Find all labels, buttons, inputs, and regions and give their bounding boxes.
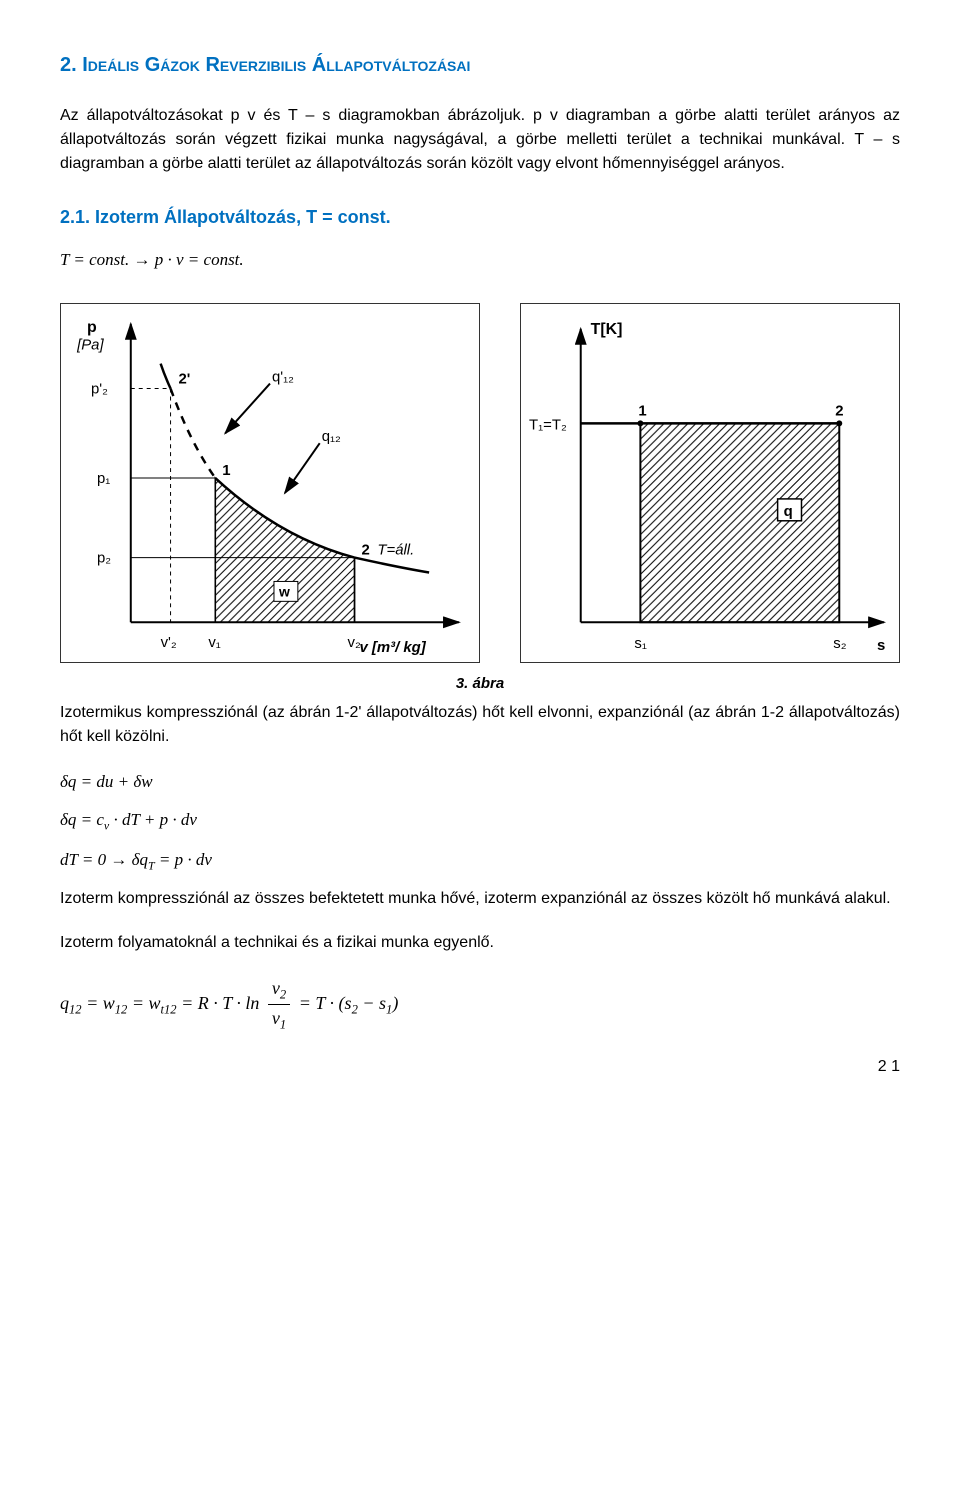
svg-text:p'₂: p'₂ [91, 381, 108, 397]
figure-caption: 3. ábra [60, 673, 900, 696]
equation-dq3: dT = 0 → δqT = p · dv [60, 847, 900, 875]
page-number: 2 1 [60, 1055, 900, 1079]
svg-text:v'₂: v'₂ [161, 635, 177, 651]
svg-text:2: 2 [835, 403, 843, 419]
equation-isotherm-condition: T = const. → p · v = const. [60, 247, 900, 273]
svg-text:1: 1 [638, 403, 646, 419]
svg-text:2: 2 [361, 542, 369, 558]
svg-text:p₁: p₁ [97, 471, 110, 487]
svg-text:q: q [784, 503, 793, 519]
svg-text:T[K]: T[K] [591, 320, 623, 337]
paragraph-work-heat: Izoterm kompressziónál az összes befekte… [60, 887, 900, 911]
svg-text:T₁=T₂: T₁=T₂ [529, 417, 567, 433]
paragraph-equal-work: Izoterm folyamatoknál a technikai és a f… [60, 931, 900, 955]
intro-paragraph: Az állapotváltozásokat p v és T – s diag… [60, 104, 900, 176]
subsection-title: 2.1. Izoterm Állapotváltozás, T = const. [60, 204, 900, 231]
pv-diagram: p [Pa] v [m³/ kg] 2' 1 2 p'₂ p₁ p₂ v'₂ v [60, 303, 480, 663]
figures-row: p [Pa] v [m³/ kg] 2' 1 2 p'₂ p₁ p₂ v'₂ v [60, 303, 900, 663]
svg-text:p: p [87, 318, 97, 335]
equation-dq1: δq = du + δw [60, 769, 900, 795]
svg-text:T=áll.: T=áll. [377, 542, 414, 558]
svg-text:1: 1 [222, 463, 230, 479]
svg-text:s₁: s₁ [634, 636, 646, 652]
ts-diagram: T[K] s T₁=T₂ 1 2 s₁ s₂ q [520, 303, 900, 663]
equation-final: q12 = w12 = wt12 = R · T · ln v2 v1 = T … [60, 975, 900, 1035]
paragraph-isotherm-desc: Izotermikus kompressziónál (az ábrán 1-2… [60, 701, 900, 749]
svg-text:q'₁₂: q'₁₂ [272, 369, 294, 385]
svg-text:q₁₂: q₁₂ [322, 429, 341, 445]
svg-text:v₁: v₁ [208, 635, 220, 651]
section-title: 2. Ideális Gázok Reverzibilis Állapotvál… [60, 50, 900, 80]
svg-text:v₂: v₂ [348, 635, 361, 651]
svg-text:s: s [877, 638, 885, 654]
svg-text:v [m³/ kg]: v [m³/ kg] [360, 640, 427, 656]
svg-text:2': 2' [179, 371, 191, 387]
svg-text:w: w [278, 583, 290, 599]
svg-text:[Pa]: [Pa] [76, 337, 104, 353]
svg-text:p₂: p₂ [97, 550, 111, 566]
equation-dq2: δq = cv · dT + p · dv [60, 807, 900, 835]
svg-text:s₂: s₂ [833, 636, 846, 652]
